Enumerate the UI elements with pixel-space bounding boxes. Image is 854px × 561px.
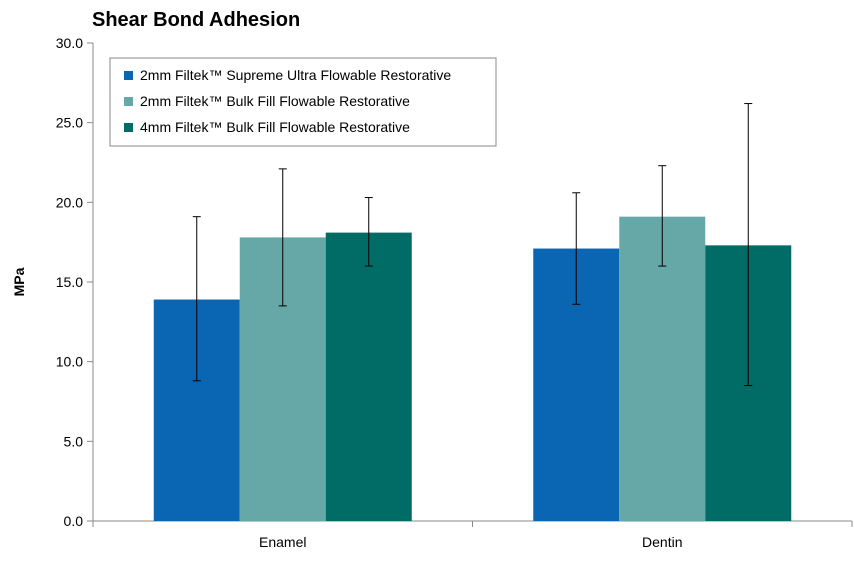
legend-entry: 2mm Filtek™ Supreme Ultra Flowable Resto… [140, 67, 451, 83]
y-tick-label: 30.0 [56, 35, 83, 51]
legend-swatch [124, 97, 133, 106]
bars [153, 216, 792, 522]
legend-box [109, 57, 497, 147]
y-tick-label: 20.0 [56, 194, 83, 210]
legend: 2mm Filtek™ Supreme Ultra Flowable Resto… [109, 57, 497, 147]
legend-swatch [124, 123, 133, 132]
legend-entry: 4mm Filtek™ Bulk Fill Flowable Restorati… [140, 119, 410, 135]
legend-entry: 2mm Filtek™ Bulk Fill Flowable Restorati… [140, 93, 410, 109]
bar [619, 216, 706, 521]
chart-title: Shear Bond Adhesion [92, 9, 300, 31]
error-bars [192, 103, 753, 387]
y-tick-label: 25.0 [56, 115, 83, 131]
y-axis-label: MPa [11, 267, 27, 296]
y-tick-label: 0.0 [64, 513, 84, 529]
y-tick-label: 10.0 [56, 354, 83, 370]
y-tick-label: 15.0 [56, 274, 83, 290]
y-tick-label: 5.0 [64, 433, 84, 449]
x-category-label: Dentin [642, 534, 682, 550]
x-category-label: Enamel [259, 534, 306, 550]
legend-swatch [124, 71, 133, 80]
bar [325, 232, 412, 521]
